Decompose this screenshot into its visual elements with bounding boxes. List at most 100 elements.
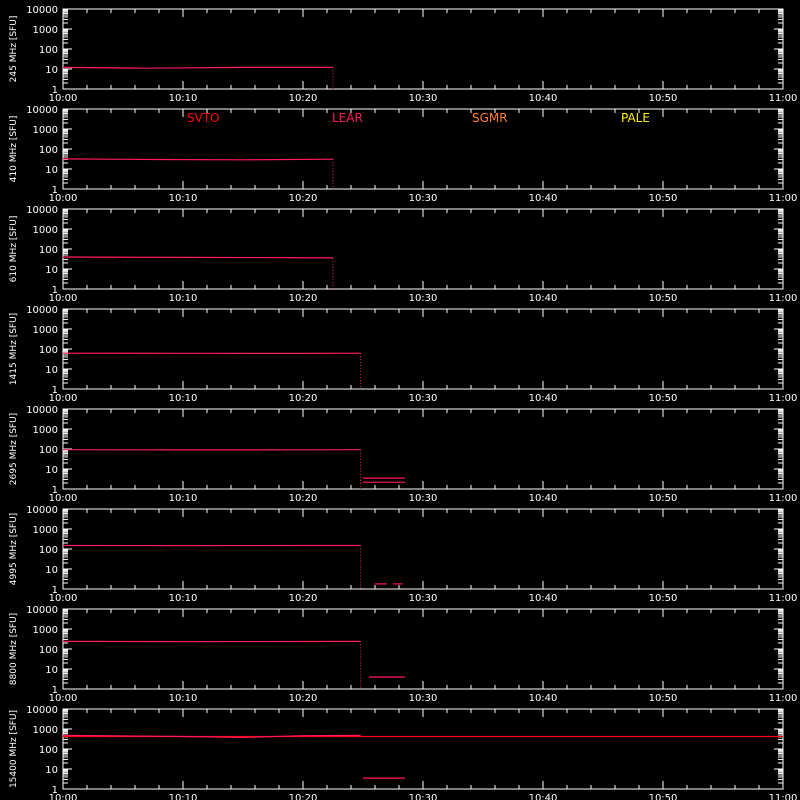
x-tick-label: 10:00 [49, 693, 78, 704]
y-tick-label: 100 [39, 145, 58, 156]
y-tick-label: 1000 [33, 425, 58, 436]
y-tick-label: 1000 [33, 525, 58, 536]
y-tick-label: 1 [52, 85, 58, 96]
x-tick-label: 10:20 [289, 593, 318, 604]
x-tick-label: 10:30 [409, 193, 438, 204]
y-tick-label: 1 [52, 285, 58, 296]
panel-410-mhz: 1 10 100 1000 10000 10:00 10:10 10:20 10:30 10:40… [9, 105, 797, 204]
panel-8800-mhz: 1 10 100 1000 10000 10:00 10:10 10:20 10:30 10:40… [9, 605, 797, 704]
x-tick-label: 10:10 [169, 593, 198, 604]
y-tick-label: 100 [39, 445, 58, 456]
y-axis-label: 2695 MHz [SFU] [9, 413, 19, 485]
x-tick-label: 10:00 [49, 793, 78, 800]
panel-15400-mhz: 1 10 100 1000 10000 10:00 10:10 10:20 10:30 10:40… [9, 705, 797, 800]
y-tick-label: 1 [52, 385, 58, 396]
x-tick-label: 10:50 [649, 593, 678, 604]
x-tick-label: 10:00 [49, 193, 78, 204]
x-tick-label: 10:30 [409, 793, 438, 800]
x-tick-label: 10:00 [49, 93, 78, 104]
y-tick-label: 1000 [33, 625, 58, 636]
x-tick-label: 11:00 [769, 793, 798, 800]
y-tick-label: 10 [45, 165, 58, 176]
x-tick-label: 10:50 [649, 293, 678, 304]
legend-label-pale: PALE [621, 111, 650, 125]
y-tick-label: 1000 [33, 325, 58, 336]
x-tick-label: 10:20 [289, 93, 318, 104]
x-tick-label: 10:40 [529, 493, 558, 504]
x-tick-label: 10:20 [289, 793, 318, 800]
x-tick-label: 11:00 [769, 293, 798, 304]
panel-245-mhz: 1 10 100 1000 10000 10:00 10:10 10:20 10:30 10:40… [9, 5, 797, 104]
panel-4995-mhz: 1 10 100 1000 10000 10:00 10:10 10:20 10:30 10:40… [9, 505, 797, 604]
y-tick-label: 10 [45, 365, 58, 376]
x-tick-label: 10:00 [49, 493, 78, 504]
legend-label-sgmr: SGMR [472, 111, 508, 125]
x-tick-label: 10:50 [649, 793, 678, 800]
series-line-lear-0 [62, 158, 334, 161]
y-tick-label: 1 [52, 185, 58, 196]
y-tick-label: 1 [52, 585, 58, 596]
x-tick-label: 10:30 [409, 393, 438, 404]
x-tick-label: 10:10 [169, 193, 198, 204]
x-tick-label: 10:00 [49, 393, 78, 404]
x-tick-label: 10:10 [169, 393, 198, 404]
x-tick-label: 10:00 [49, 293, 78, 304]
x-tick-label: 10:50 [649, 693, 678, 704]
x-tick-label: 11:00 [769, 193, 798, 204]
y-tick-label: 10000 [26, 705, 58, 716]
y-tick-label: 1000 [33, 125, 58, 136]
y-tick-label: 10 [45, 65, 58, 76]
y-tick-label: 100 [39, 45, 58, 56]
y-axis-label: 410 MHz [SFU] [9, 116, 19, 183]
y-tick-label: 100 [39, 345, 58, 356]
y-tick-label: 10 [45, 665, 58, 676]
legend-label-svto: SVTO [187, 111, 220, 125]
x-tick-label: 10:50 [649, 93, 678, 104]
x-tick-label: 10:40 [529, 393, 558, 404]
x-tick-label: 10:10 [169, 493, 198, 504]
panel-2695-mhz: 1 10 100 1000 10000 10:00 10:10 10:20 10:30 10:40… [9, 405, 797, 504]
y-tick-label: 10000 [26, 405, 58, 416]
y-tick-label: 10 [45, 565, 58, 576]
panel-1415-mhz: 1 10 100 1000 10000 10:00 10:10 10:20 10:30 10:40… [9, 305, 797, 404]
x-tick-label: 11:00 [769, 393, 798, 404]
y-tick-label: 1 [52, 485, 58, 496]
x-tick-label: 10:40 [529, 693, 558, 704]
y-tick-label: 10000 [26, 205, 58, 216]
x-tick-label: 10:30 [409, 93, 438, 104]
x-tick-label: 10:30 [409, 693, 438, 704]
x-tick-label: 10:30 [409, 593, 438, 604]
y-tick-label: 10000 [26, 505, 58, 516]
y-axis-label: 245 MHz [SFU] [9, 16, 19, 83]
x-tick-label: 10:50 [649, 393, 678, 404]
y-tick-label: 1000 [33, 225, 58, 236]
x-tick-label: 10:40 [529, 593, 558, 604]
x-tick-label: 11:00 [769, 693, 798, 704]
y-tick-label: 100 [39, 745, 58, 756]
x-tick-label: 10:40 [529, 793, 558, 800]
x-tick-label: 10:40 [529, 193, 558, 204]
x-tick-label: 10:10 [169, 293, 198, 304]
y-tick-label: 10000 [26, 605, 58, 616]
y-tick-label: 100 [39, 645, 58, 656]
panel-610-mhz: 1 10 100 1000 10000 10:00 10:10 10:20 10:30 10:40… [9, 205, 797, 304]
x-tick-label: 10:20 [289, 393, 318, 404]
y-tick-label: 10 [45, 765, 58, 776]
x-tick-label: 11:00 [769, 93, 798, 104]
x-tick-label: 10:20 [289, 493, 318, 504]
x-tick-label: 10:20 [289, 693, 318, 704]
x-tick-label: 10:50 [649, 493, 678, 504]
y-tick-label: 10 [45, 265, 58, 276]
legend-label-lear: LEAR [332, 111, 363, 125]
y-axis-label: 8800 MHz [SFU] [9, 613, 19, 685]
y-tick-label: 1 [52, 785, 58, 796]
y-tick-label: 10000 [26, 105, 58, 116]
x-tick-label: 10:20 [289, 293, 318, 304]
x-tick-label: 10:10 [169, 793, 198, 800]
y-tick-label: 10 [45, 465, 58, 476]
x-tick-label: 10:40 [529, 293, 558, 304]
y-axis-label: 1415 MHz [SFU] [9, 313, 19, 385]
y-tick-label: 10000 [26, 305, 58, 316]
